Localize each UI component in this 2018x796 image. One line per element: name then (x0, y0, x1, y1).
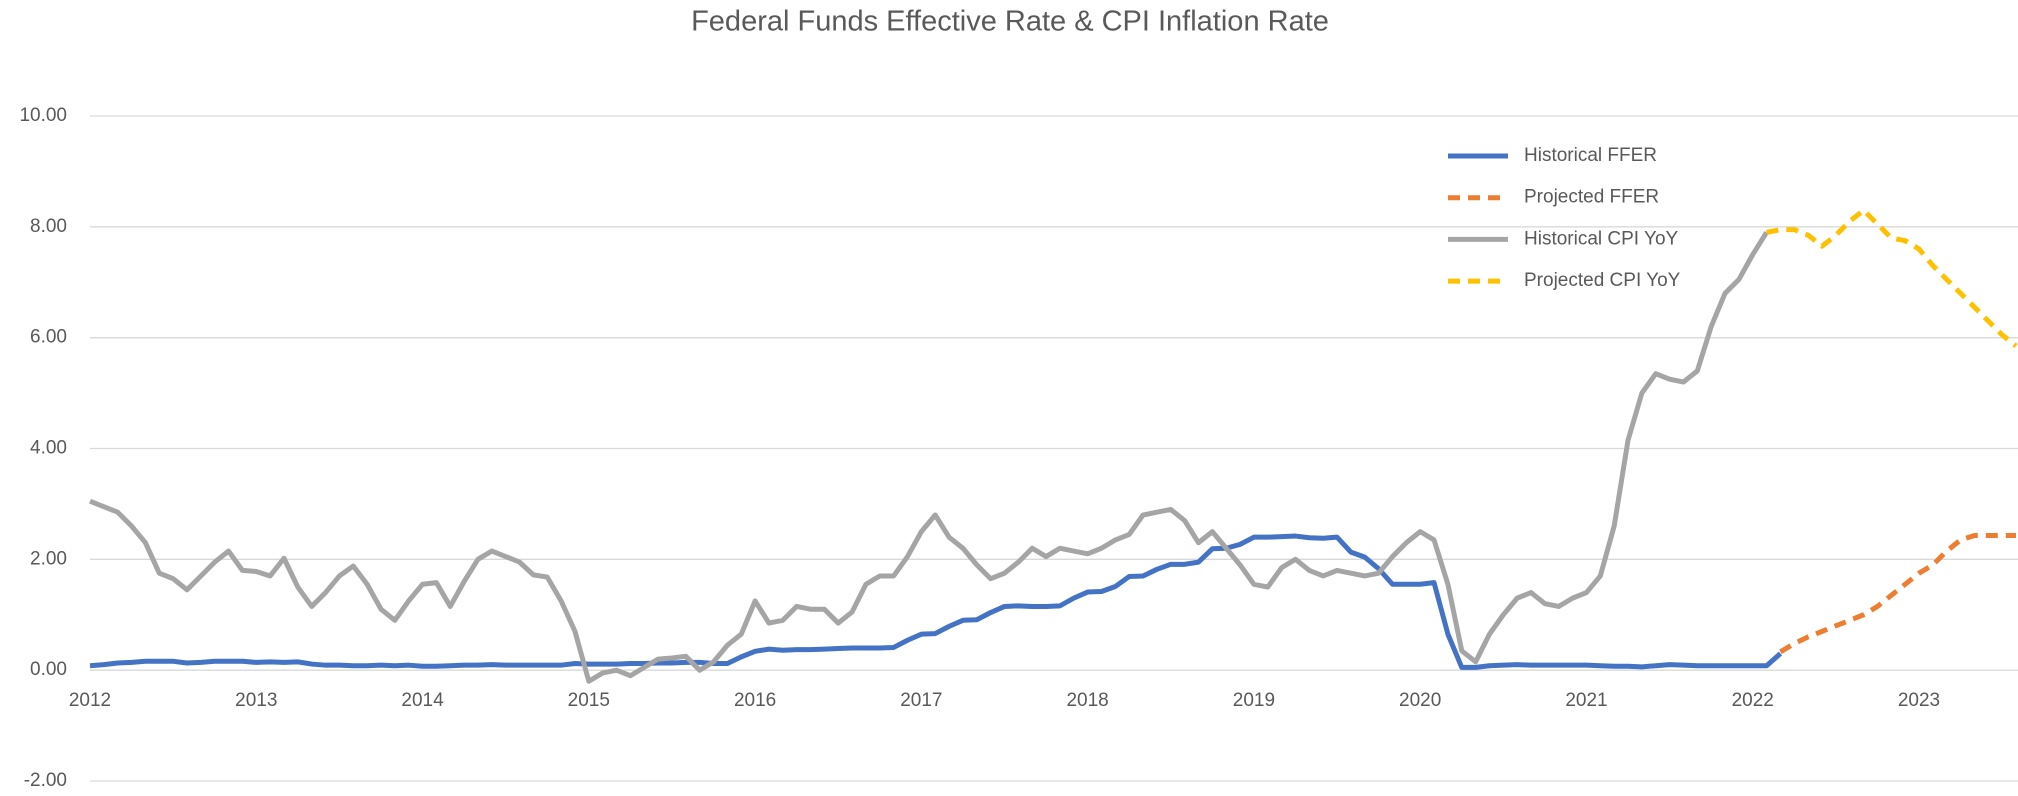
x-tick-label: 2015 (568, 690, 610, 711)
y-tick-label: 4.00 (30, 438, 67, 459)
x-tick-label: 2017 (900, 690, 942, 711)
y-tick-label: 10.00 (19, 105, 67, 126)
chart-title: Federal Funds Effective Rate & CPI Infla… (691, 6, 1329, 38)
x-tick-label: 2016 (734, 690, 776, 711)
y-tick-label: 0.00 (30, 659, 67, 680)
series-line (89, 231, 1769, 684)
legend-label: Projected FFER (1524, 187, 1659, 208)
x-tick-label: 2020 (1399, 690, 1441, 711)
x-tick-label: 2014 (401, 690, 444, 711)
x-tick-label: 2012 (69, 690, 111, 711)
x-tick-label: 2021 (1565, 690, 1607, 711)
y-tick-label: -2.00 (24, 770, 67, 791)
x-tick-label: 2018 (1066, 690, 1108, 711)
x-tick-label: 2013 (235, 690, 277, 711)
x-tick-label: 2019 (1233, 690, 1275, 711)
x-tick-label: 2022 (1732, 690, 1774, 711)
y-tick-label: 6.00 (30, 327, 67, 348)
legend-label: Historical CPI YoY (1524, 228, 1679, 249)
series-line (89, 533, 1783, 670)
series-line (1779, 533, 2016, 655)
legend-label: Projected CPI YoY (1524, 270, 1681, 291)
series-line (1766, 207, 2018, 348)
y-tick-label: 2.00 (30, 548, 67, 569)
legend-label: Historical FFER (1524, 145, 1657, 166)
x-tick-label: 2023 (1898, 690, 1940, 711)
y-tick-label: 8.00 (30, 216, 67, 237)
